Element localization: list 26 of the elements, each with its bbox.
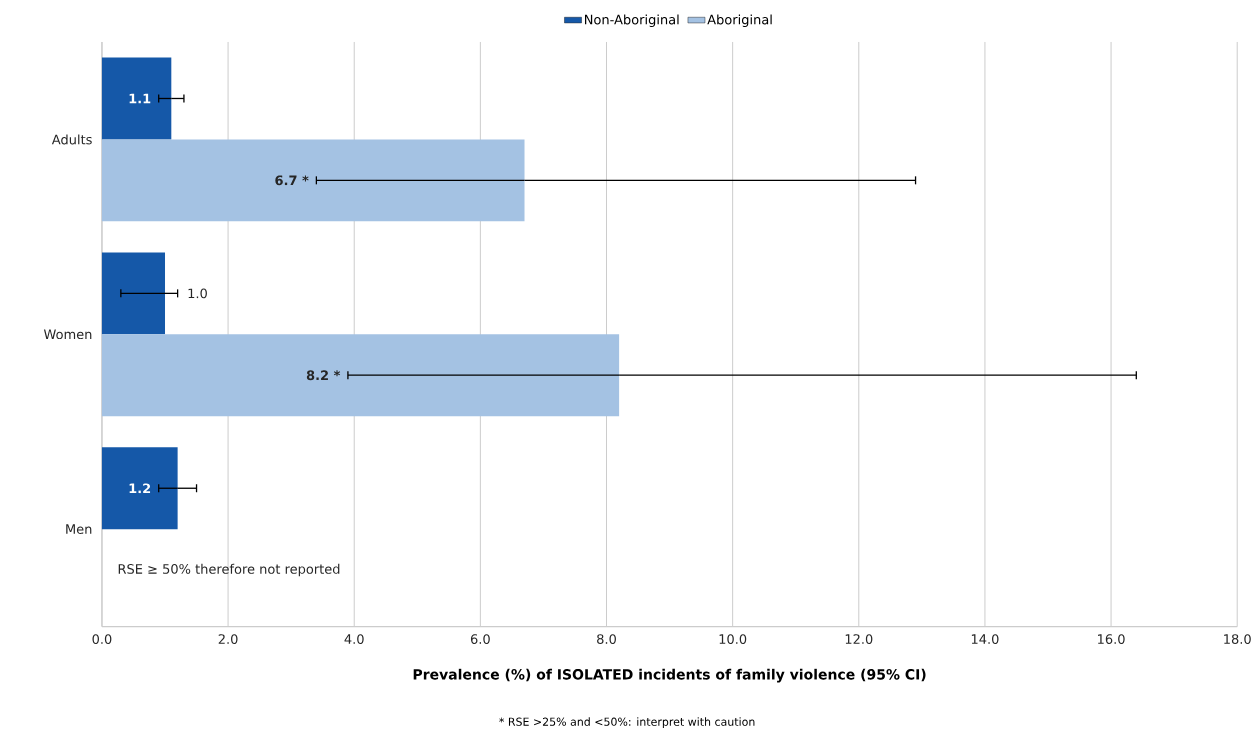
- x-tick-label: 18.0: [1224, 634, 1251, 645]
- x-tick-label: 10.0: [719, 634, 747, 645]
- data-label: 1.1: [129, 93, 151, 104]
- bar: [101, 139, 525, 222]
- x-tick-label: 4.0: [344, 634, 364, 645]
- x-tick-label: 12.0: [845, 634, 873, 645]
- data-label: 1.2: [129, 483, 151, 494]
- data-label: 1.0: [188, 288, 207, 299]
- bar: [101, 447, 178, 530]
- legend-label: Aboriginal: [707, 14, 772, 28]
- x-axis-title: Prevalence (%) of ISOLATED incidents of family violence (95% CI): [413, 669, 926, 683]
- bar: [101, 57, 172, 140]
- text: * RSE >25% and <50%: interpret with caution: [499, 717, 755, 729]
- x-tick-label: 16.0: [1098, 634, 1125, 645]
- x-tick-label: 2.0: [218, 634, 238, 645]
- y-tick-label: Men: [66, 524, 92, 535]
- x-tick-label: 14.0: [971, 634, 999, 645]
- x-tick-label: 6.0: [470, 634, 490, 645]
- x-tick-label: 0.0: [92, 634, 112, 645]
- annotation: RSE ≥ 50% therefore not reported: [118, 564, 340, 577]
- y-tick-label: Women: [43, 329, 92, 340]
- legend-label: Non-Aboriginal: [585, 14, 679, 28]
- data-label: 8.2 *: [306, 370, 341, 381]
- data-label: 6.7 *: [275, 175, 309, 186]
- y-tick-label: Adults: [51, 134, 92, 145]
- x-tick-label: 8.0: [597, 634, 616, 645]
